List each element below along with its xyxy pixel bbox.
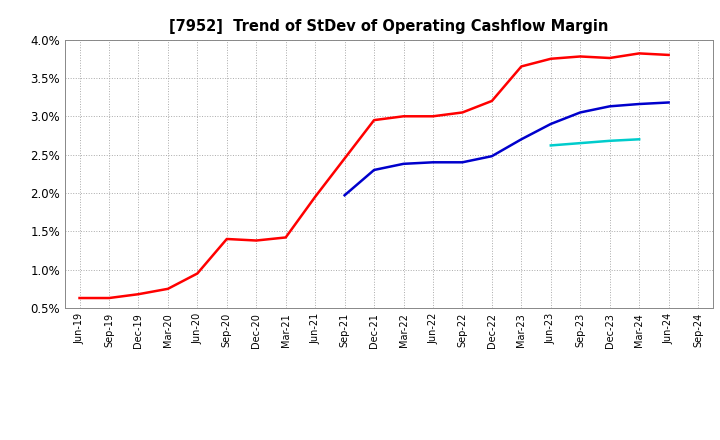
Title: [7952]  Trend of StDev of Operating Cashflow Margin: [7952] Trend of StDev of Operating Cashf… bbox=[169, 19, 608, 34]
